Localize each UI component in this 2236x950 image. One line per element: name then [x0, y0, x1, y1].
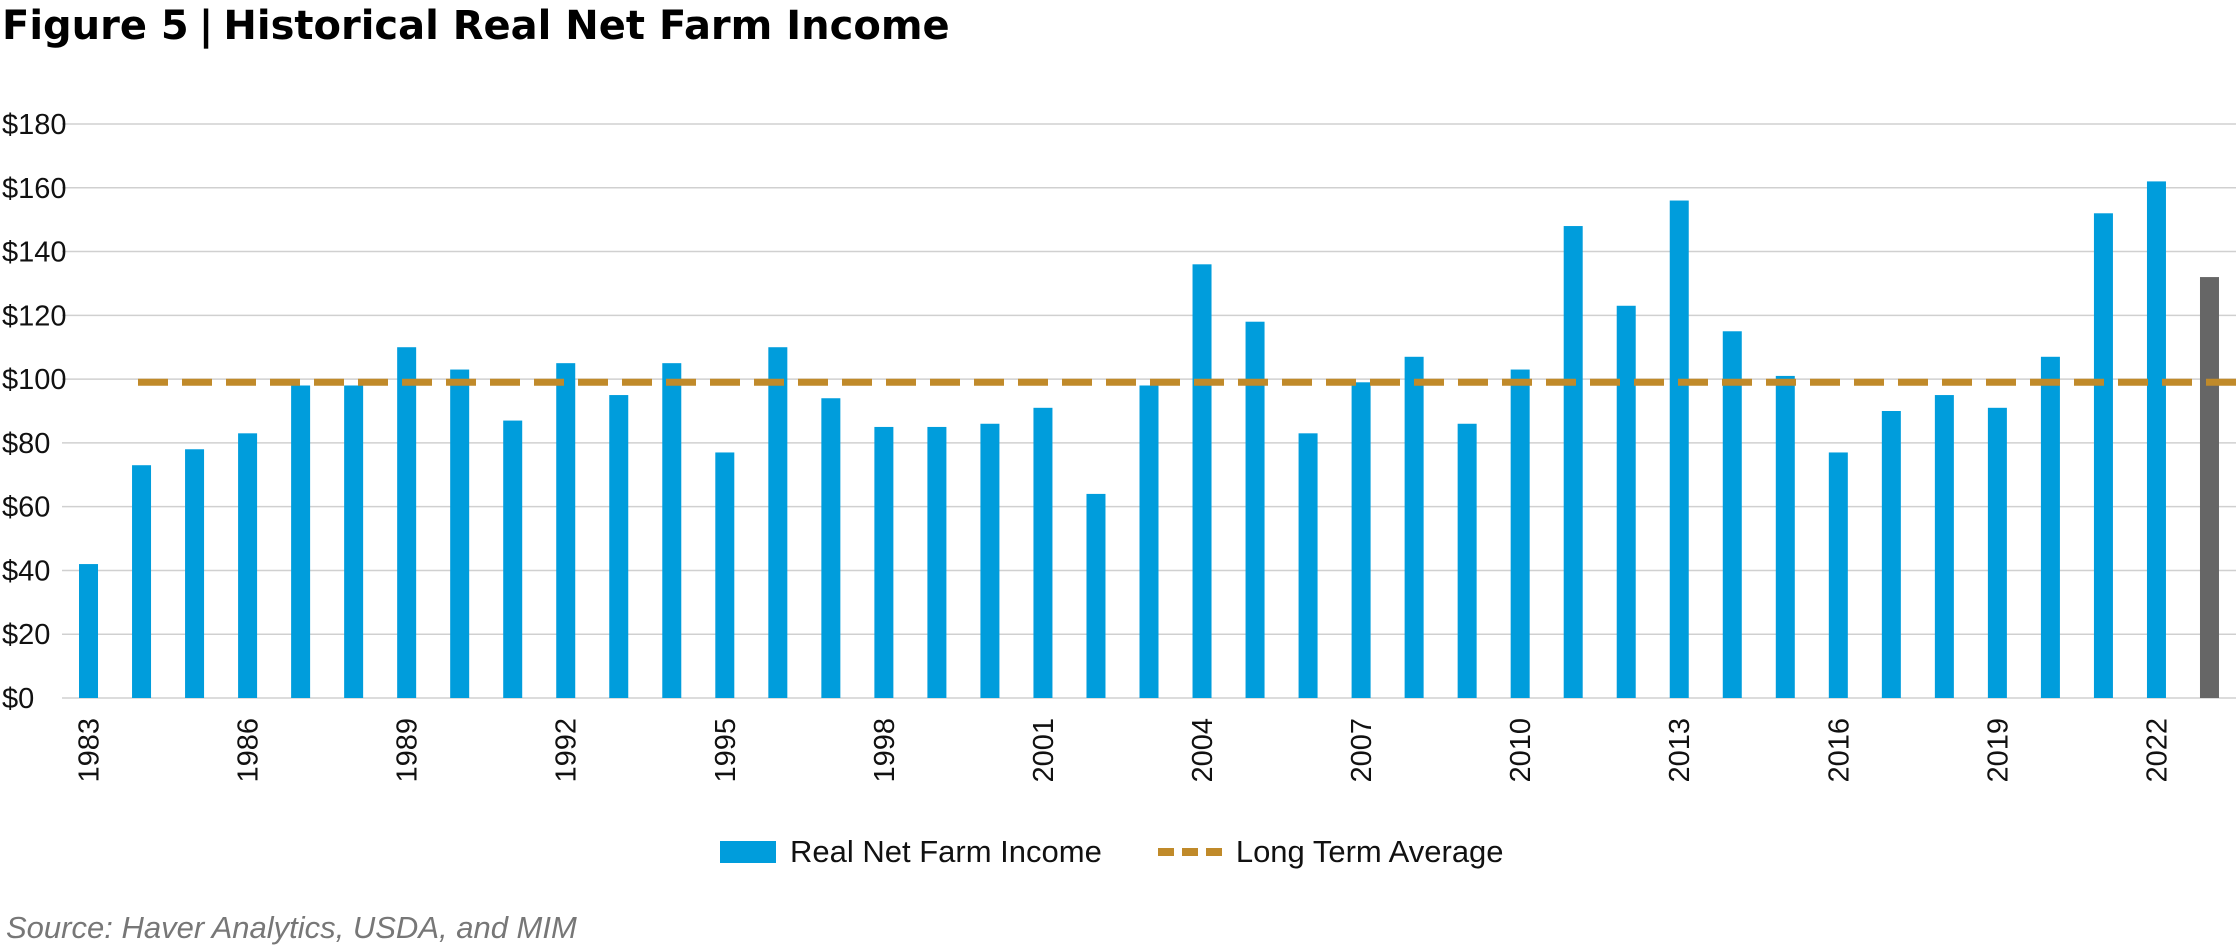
- y-tick-label: $40: [2, 555, 50, 587]
- bar-1983: [79, 564, 99, 698]
- x-tick-label: 2001: [1028, 718, 1060, 783]
- y-tick-label: $0: [2, 683, 34, 715]
- title-separator: |: [198, 3, 214, 49]
- bar-1998: [874, 426, 894, 698]
- bar-1999: [927, 426, 947, 698]
- legend-item-line: Long Term Average: [1157, 834, 1504, 870]
- x-tick-label: 2007: [1346, 718, 1378, 783]
- source-note: Source: Haver Analytics, USDA, and MIM: [6, 910, 577, 945]
- figure-label: Figure 5: [2, 3, 189, 49]
- bar-1985: [185, 449, 205, 698]
- x-tick-label: 1998: [869, 718, 901, 783]
- bar-1994: [662, 363, 682, 698]
- bar-2012: [1616, 305, 1636, 698]
- x-tick-label: 1989: [392, 718, 424, 783]
- y-tick-label: $100: [2, 364, 67, 396]
- y-tick-label: $120: [2, 300, 67, 332]
- bar-2010: [1510, 369, 1530, 698]
- x-tick-label: 2016: [1823, 718, 1855, 783]
- x-tick-label: 2022: [2141, 718, 2173, 783]
- y-tick-label: $80: [2, 428, 50, 460]
- bar-1997: [821, 398, 841, 698]
- bar-1988: [344, 385, 364, 698]
- legend-line-swatch: [1157, 848, 1222, 856]
- legend-bar-swatch: [720, 841, 776, 863]
- bar-1987: [291, 385, 311, 698]
- bar-2015: [1775, 375, 1795, 698]
- bar-2013: [1669, 200, 1689, 699]
- x-tick-label: 1986: [233, 718, 265, 783]
- bar-2005: [1245, 321, 1265, 698]
- bar-2004: [1192, 264, 1212, 698]
- bar-2006: [1298, 433, 1318, 698]
- bar-1995: [715, 452, 735, 698]
- bar-2009: [1457, 423, 1477, 698]
- bar-2002: [1086, 493, 1106, 698]
- bar-1989: [397, 347, 417, 698]
- legend-item-bar: Real Net Farm Income: [720, 834, 1102, 870]
- bar-2001: [1033, 407, 1053, 698]
- y-axis-ticks: $0 $20 $40 $60 $80 $100 $120 $140 $160 $180: [2, 109, 67, 715]
- bar-2017: [1881, 411, 1901, 698]
- bar-2022: [2146, 181, 2166, 698]
- x-tick-label: 2004: [1187, 718, 1219, 783]
- bar-2016: [1828, 452, 1848, 698]
- y-tick-label: $20: [2, 619, 50, 651]
- bar-1992: [556, 363, 576, 698]
- bar-2014: [1722, 331, 1742, 698]
- bar-2000: [980, 423, 1000, 698]
- bar-2023: [2199, 277, 2219, 698]
- bar-1991: [503, 420, 523, 698]
- y-tick-label: $180: [2, 109, 67, 141]
- figure-title-text: Historical Real Net Farm Income: [223, 3, 950, 49]
- x-tick-label: 2013: [1664, 718, 1696, 783]
- bar-1986: [238, 433, 258, 698]
- x-tick-label: 1992: [551, 718, 583, 783]
- bar-2003: [1139, 385, 1159, 698]
- bar-2020: [2040, 356, 2060, 698]
- bar-2011: [1563, 226, 1583, 699]
- legend-line-label: Long Term Average: [1235, 834, 1504, 869]
- bar-1990: [450, 369, 470, 698]
- bar-1996: [768, 347, 788, 698]
- bar-2019: [1987, 407, 2007, 698]
- y-tick-label: $60: [2, 492, 50, 524]
- bar-2008: [1404, 356, 1424, 698]
- x-tick-label: 1983: [74, 718, 106, 783]
- bar-2018: [1934, 395, 1954, 698]
- bar-2021: [2093, 213, 2113, 699]
- bars: [79, 181, 2219, 699]
- y-tick-label: $160: [2, 173, 67, 205]
- y-tick-label: $140: [2, 237, 67, 269]
- bar-1984: [132, 465, 152, 698]
- x-axis-ticks: 1983 1986 1989 1992 1995 1998 2001 2004 2007 2010…: [74, 718, 2174, 783]
- x-tick-label: 1995: [710, 718, 742, 783]
- bar-1993: [609, 395, 629, 698]
- bar-2007: [1351, 382, 1371, 698]
- figure-title: Figure 5 | Historical Real Net Farm Income: [2, 2, 950, 50]
- legend-bar-label: Real Net Farm Income: [790, 834, 1102, 869]
- x-tick-label: 2010: [1505, 718, 1537, 783]
- legend: Real Net Farm Income Long Term Average: [720, 832, 1560, 872]
- x-tick-label: 2019: [1982, 718, 2014, 783]
